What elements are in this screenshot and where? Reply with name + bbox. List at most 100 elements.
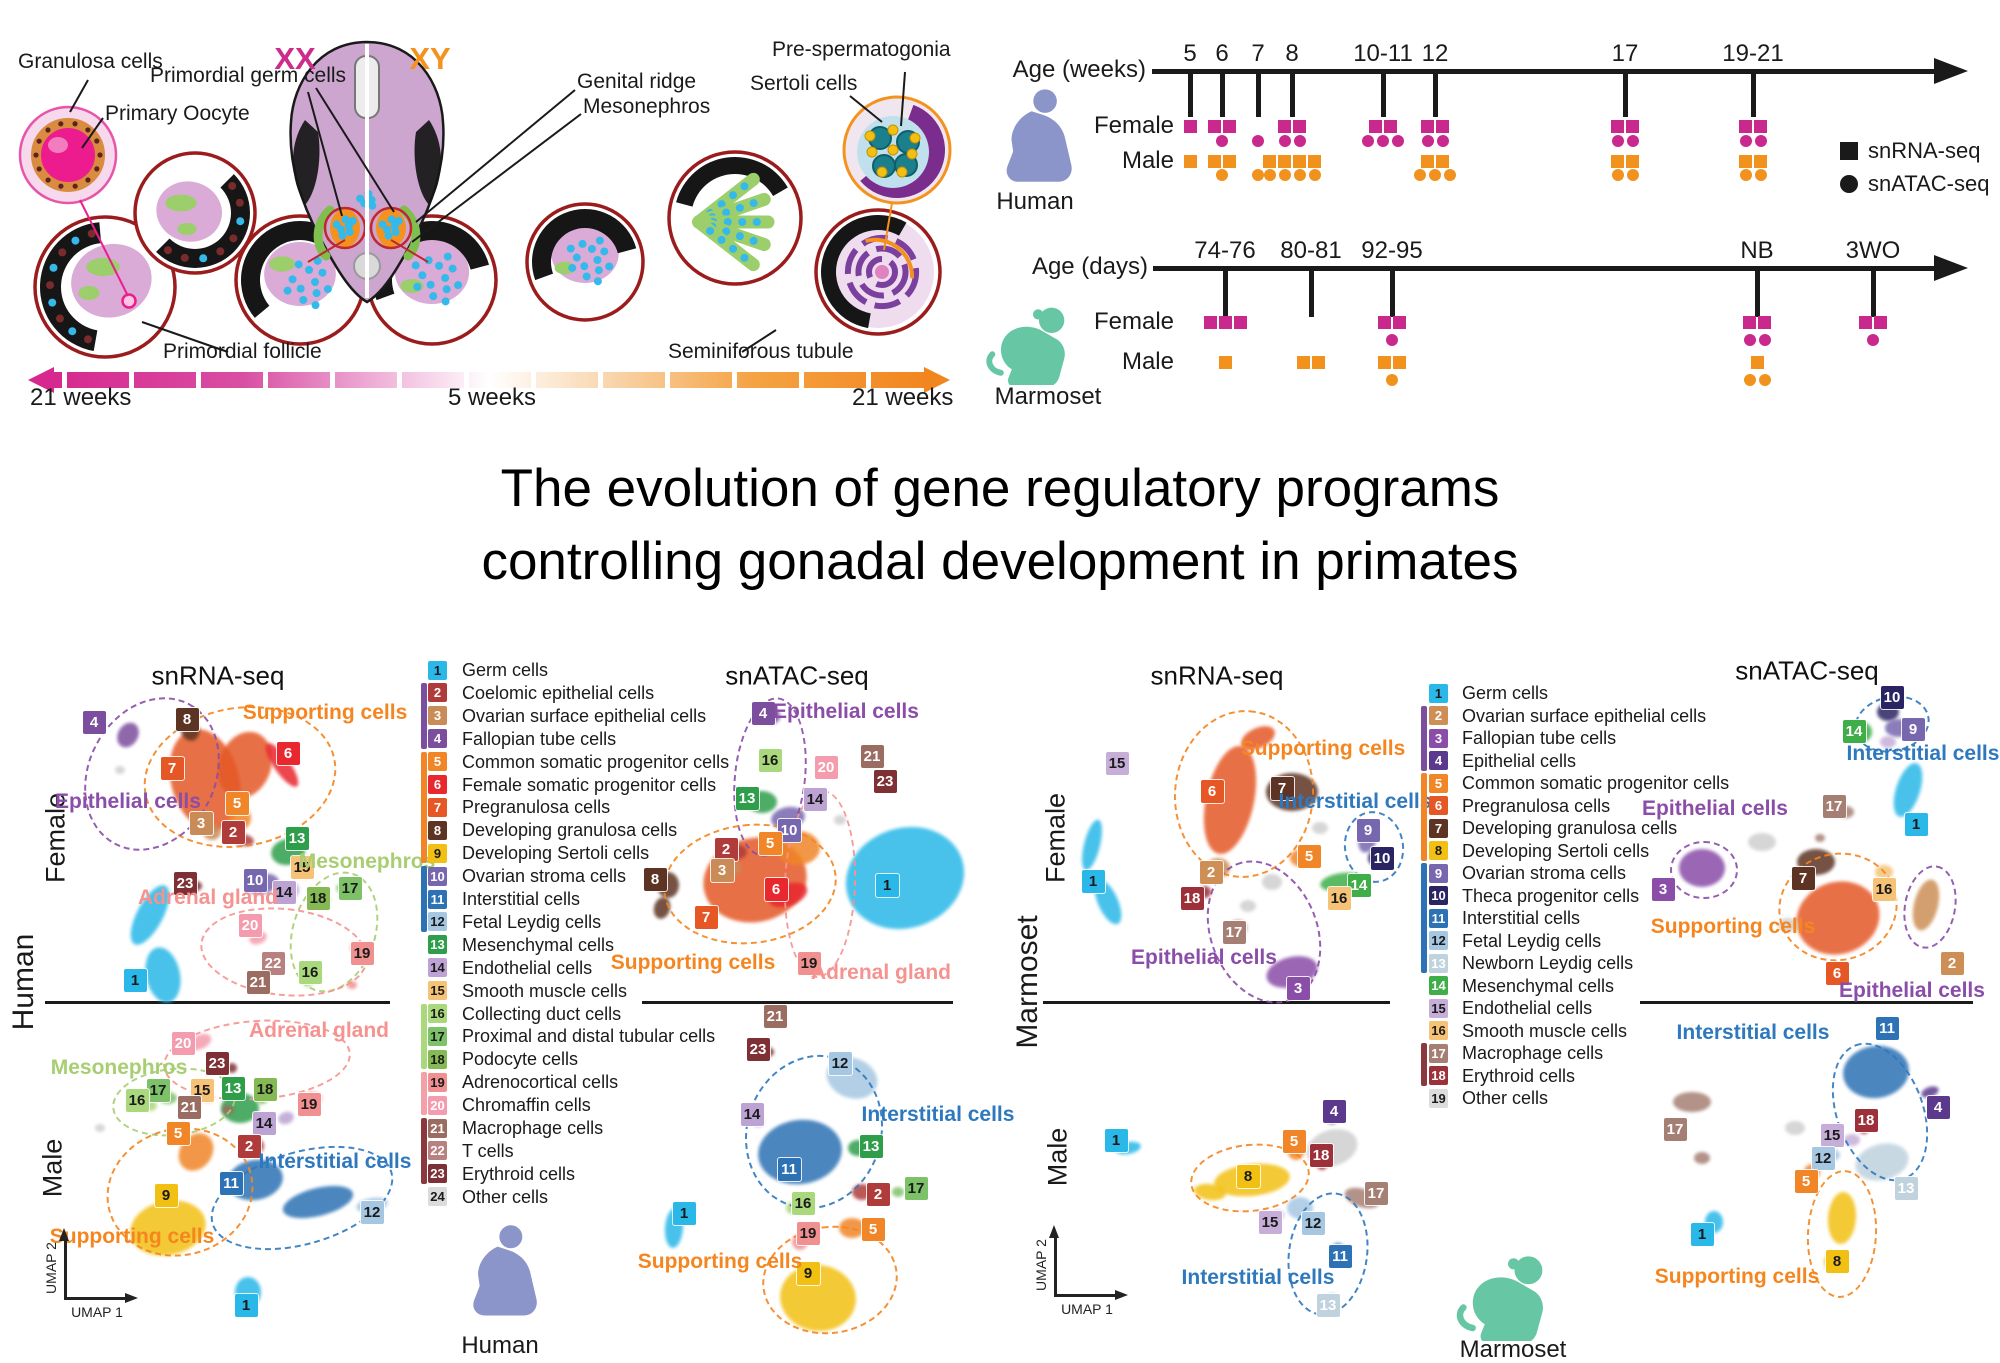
cluster-annotation-21: Interstitial cells (1676, 1021, 1830, 1044)
timeline-tick (1754, 268, 1760, 317)
sample-marker-circle (1758, 374, 1771, 386)
sample-marker-square (1739, 154, 1752, 168)
legend-item-0-16: Collecting duct cells (462, 1003, 622, 1024)
timeline-species-label-0: Human (996, 188, 1074, 215)
cluster-number-badge: 16 (1872, 877, 1896, 901)
sample-marker-circle (1252, 169, 1264, 181)
umap-cluster-blob (222, 1105, 234, 1115)
cluster-number-badge: 9 (796, 1261, 820, 1285)
sample-marker-circle (1611, 169, 1624, 181)
sample-marker-square (1393, 315, 1406, 329)
sample-marker-circle (1444, 169, 1456, 181)
cluster-number-badge: 17 (1364, 1181, 1388, 1205)
cluster-number-badge: 14 (272, 880, 296, 904)
legend-swatch-1-3: 3 (1429, 728, 1448, 748)
legend-item-1-10: Theca progenitor cells (1462, 885, 1640, 906)
sample-marker-circle (1414, 169, 1426, 181)
legend-item-0-21: Macrophage cells (462, 1118, 604, 1138)
sample-marker-circle (1754, 169, 1767, 181)
cluster-number-badge: 17 (1663, 1117, 1687, 1141)
timeline-tick (1187, 71, 1193, 117)
sample-marker-square (1859, 315, 1872, 329)
timeline-0-age-0: 5 (1183, 40, 1197, 67)
cluster-annotation-14: Interstitial cells (1278, 790, 1432, 813)
cluster-annotation-22: Supporting cells (1654, 1265, 1820, 1288)
sample-marker-circle (1278, 169, 1291, 181)
cluster-number-badge: 13 (285, 826, 309, 850)
legend-item-0-1: Germ cells (462, 660, 549, 680)
sample-marker-square (1312, 355, 1325, 369)
sample-marker-square (1183, 154, 1197, 168)
timeline-axis (1152, 68, 1942, 74)
legend-item-1-6: Pregranulosa cells (1462, 795, 1611, 816)
figure-title-line2: controlling gonadal development in prima… (481, 532, 1519, 591)
umap-panel-title-2: snRNA-seq (1150, 660, 1284, 691)
cluster-annotation-9: Supporting cells (610, 951, 776, 974)
cluster-number-badge: 10 (1370, 846, 1394, 870)
cluster-annotation-1: Epithelial cells (55, 790, 201, 813)
legend-item-1-4: Epithelial cells (1462, 750, 1577, 771)
sample-marker-square (1263, 154, 1276, 168)
anatomy-label-granulosa-cells: Granulosa cells (18, 50, 163, 73)
sample-marker-circle (1436, 135, 1449, 147)
umap-cluster-blob (834, 815, 846, 825)
cluster-annotation-16: Interstitial cells (1181, 1266, 1335, 1289)
cluster-number-badge: 16 (1327, 886, 1351, 910)
timeline-tick (1389, 268, 1395, 317)
sample-marker-square (1278, 154, 1291, 168)
cluster-number-badge: 15 (1105, 751, 1129, 775)
cluster-number-badge: 9 (1901, 717, 1925, 741)
legend-swatch-0-10: 10 (428, 866, 447, 886)
sample-marker-circle (1293, 135, 1306, 147)
cluster-number-badge: 10 (243, 868, 267, 892)
umap-cluster-blob (1844, 1134, 1860, 1146)
legend-item-0-5: Common somatic progenitor cells (462, 751, 730, 772)
umap-x-axis (1054, 1294, 1116, 1297)
legend-swatch-0-21: 21 (428, 1118, 447, 1138)
cluster-group-outline (1897, 861, 1963, 953)
legend-swatch-0-19: 19 (428, 1072, 447, 1092)
legend-swatch-0-23: 23 (428, 1164, 447, 1184)
timeline-1-age-3: NB (1740, 237, 1774, 264)
cluster-annotation-0: Supporting cells (242, 701, 408, 724)
sample-marker-circle (1754, 135, 1767, 147)
legend-swatch-0-20: 20 (428, 1095, 447, 1115)
legend-swatch-1-17: 17 (1429, 1043, 1448, 1063)
sample-marker-circle (1362, 135, 1374, 147)
legend-swatch-0-1: 1 (428, 660, 447, 680)
figure-title: The evolution of gene regulatory program… (481, 452, 1518, 598)
cluster-annotation-12: Supporting cells (637, 1250, 803, 1273)
umap-y-label-1: UMAP 2 (1033, 1239, 1049, 1291)
cluster-number-badge: 18 (306, 886, 330, 910)
sample-marker-circle (1386, 334, 1398, 346)
cluster-number-badge: 20 (814, 755, 838, 779)
umap-cluster-blob (1815, 834, 1825, 842)
cluster-number-badge: 21 (763, 1004, 787, 1028)
sample-marker-circle (1758, 334, 1771, 346)
sample-marker-circle (1611, 135, 1624, 147)
cluster-number-badge: 13 (221, 1076, 245, 1100)
timeline-male-label: Male (1121, 348, 1174, 375)
sample-marker-square (1218, 355, 1232, 369)
sample-marker-square (1233, 315, 1247, 329)
cluster-number-badge: 5 (1282, 1129, 1306, 1153)
sample-marker-square (1626, 154, 1639, 168)
cluster-number-badge: 3 (189, 811, 213, 835)
section-label-male-5: Male (1042, 1127, 1073, 1187)
cluster-number-badge: 7 (160, 756, 184, 780)
cluster-number-badge: 18 (1854, 1108, 1878, 1132)
sample-marker-circle (1626, 169, 1639, 181)
cluster-number-badge: 3 (1286, 976, 1310, 1000)
sample-marker-square (1208, 119, 1221, 133)
section-label-marmoset-4: Marmoset (1011, 915, 1044, 1049)
cluster-number-badge: 12 (828, 1051, 852, 1075)
legend-swatch-1-6: 6 (1429, 796, 1448, 815)
cluster-number-badge: 18 (253, 1077, 277, 1101)
timeline-male-label: Male (1121, 147, 1174, 174)
figure-title-line1: The evolution of gene regulatory program… (500, 459, 1500, 518)
cluster-number-badge: 1 (1104, 1128, 1128, 1152)
cluster-number-badge: 15 (290, 855, 314, 879)
cluster-number-badge: 8 (175, 707, 199, 731)
timeline-1-age-0: 74-76 (1194, 237, 1256, 264)
cluster-number-badge: 4 (82, 710, 106, 734)
